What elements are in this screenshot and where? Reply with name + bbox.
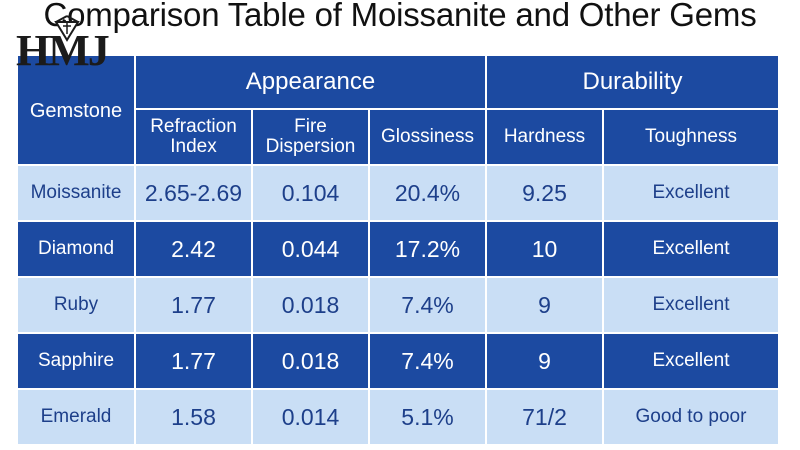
column-header-hardness: Hardness: [485, 108, 604, 166]
table-row-ruby: Ruby 1.77 0.018 7.4% 9 Excellent: [16, 276, 780, 334]
comparison-table: Gemstone Appearance Durability Refractio…: [16, 54, 780, 446]
cell-glossiness: 5.1%: [368, 388, 487, 446]
header-line: Dispersion: [265, 136, 356, 157]
header-line: Refraction: [150, 116, 237, 137]
group-header-row: Gemstone Appearance Durability: [16, 54, 780, 166]
table-row-diamond: Diamond 2.42 0.044 17.2% 10 Excellent: [16, 220, 780, 278]
group-header-durability: Durability: [485, 54, 780, 110]
cell-fire-dispersion: 0.014: [251, 388, 370, 446]
cell-glossiness: 17.2%: [368, 220, 487, 278]
cell-gemstone: Emerald: [16, 388, 136, 446]
cell-fire-dispersion: 0.044: [251, 220, 370, 278]
header-line: Fire: [294, 116, 327, 137]
cell-refraction-index: 1.77: [134, 276, 253, 334]
column-header-refraction-index: Refraction Index: [134, 108, 253, 166]
column-header-row: Refraction Index Fire Dispersion Glossin…: [17, 108, 780, 166]
cell-hardness: 9: [485, 332, 604, 390]
cell-toughness: Excellent: [602, 164, 780, 222]
diamond-icon: [54, 15, 80, 42]
table-row-sapphire: Sapphire 1.77 0.018 7.4% 9 Excellent: [16, 332, 780, 390]
cell-toughness: Excellent: [602, 276, 780, 334]
cell-gemstone: Ruby: [16, 276, 136, 334]
group-header-appearance: Appearance: [134, 54, 487, 110]
column-header-fire-dispersion: Fire Dispersion: [251, 108, 370, 166]
cell-refraction-index: 2.42: [134, 220, 253, 278]
cell-hardness: 71/2: [485, 388, 604, 446]
cell-hardness: 9: [485, 276, 604, 334]
cell-refraction-index: 2.65-2.69: [134, 164, 253, 222]
cell-toughness: Good to poor: [602, 388, 780, 446]
cell-glossiness: 7.4%: [368, 332, 487, 390]
cell-fire-dispersion: 0.018: [251, 332, 370, 390]
brand-logo: HMJ: [16, 15, 120, 73]
cell-refraction-index: 1.77: [134, 332, 253, 390]
page-title: Comparison Table of Moissanite and Other…: [43, 0, 757, 33]
cell-hardness: 10: [485, 220, 604, 278]
table-row-moissanite: Moissanite 2.65-2.69 0.104 20.4% 9.25 Ex…: [16, 164, 780, 222]
cell-hardness: 9.25: [485, 164, 604, 222]
cell-refraction-index: 1.58: [134, 388, 253, 446]
cell-toughness: Excellent: [602, 220, 780, 278]
cell-gemstone: Sapphire: [16, 332, 136, 390]
logo-text: HMJ: [16, 26, 110, 75]
column-header-glossiness: Glossiness: [368, 108, 487, 166]
column-header-toughness: Toughness: [602, 108, 780, 166]
cell-toughness: Excellent: [602, 332, 780, 390]
cell-glossiness: 20.4%: [368, 164, 487, 222]
table-row-emerald: Emerald 1.58 0.014 5.1% 71/2 Good to poo…: [16, 388, 780, 446]
cell-gemstone: Moissanite: [16, 164, 136, 222]
cell-glossiness: 7.4%: [368, 276, 487, 334]
cell-gemstone: Diamond: [16, 220, 136, 278]
cell-fire-dispersion: 0.104: [251, 164, 370, 222]
cell-fire-dispersion: 0.018: [251, 276, 370, 334]
header-line: Index: [170, 136, 217, 157]
gemstone-header: Gemstone: [16, 54, 136, 166]
